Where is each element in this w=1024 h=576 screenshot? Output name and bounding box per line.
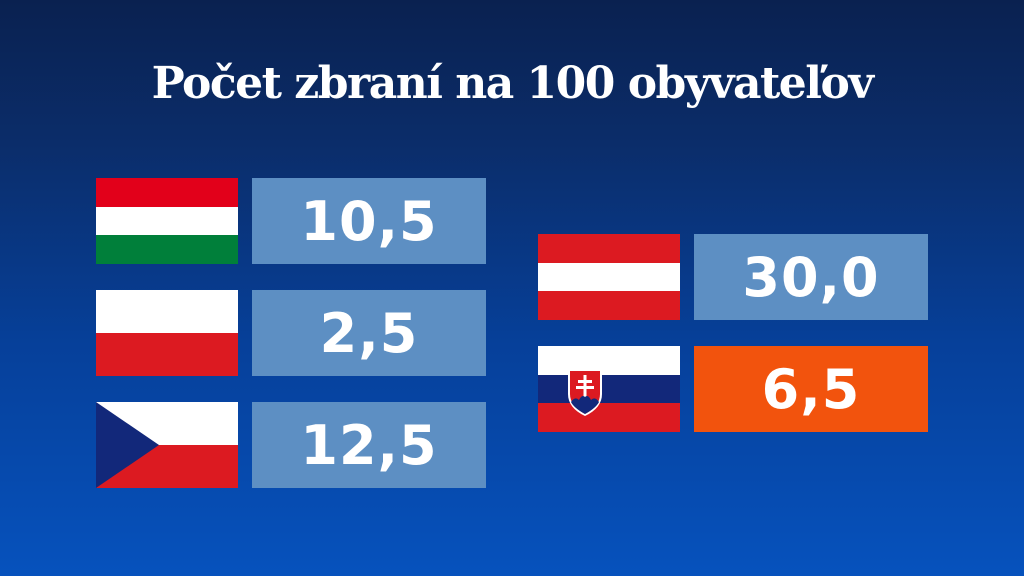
czech-flag-icon	[96, 402, 238, 488]
hungary-flag-icon	[96, 178, 238, 264]
value-box-czech: 12,5	[252, 402, 486, 488]
slovakia-flag-icon	[538, 346, 680, 432]
value-box-poland: 2,5	[252, 290, 486, 376]
poland-flag-icon	[96, 290, 238, 376]
value-box-slovakia: 6,5	[694, 346, 928, 432]
value-box-austria: 30,0	[694, 234, 928, 320]
austria-flag-icon	[538, 234, 680, 320]
page-title: Počet zbraní na 100 obyvateľov	[151, 58, 874, 109]
value-box-hungary: 10,5	[252, 178, 486, 264]
